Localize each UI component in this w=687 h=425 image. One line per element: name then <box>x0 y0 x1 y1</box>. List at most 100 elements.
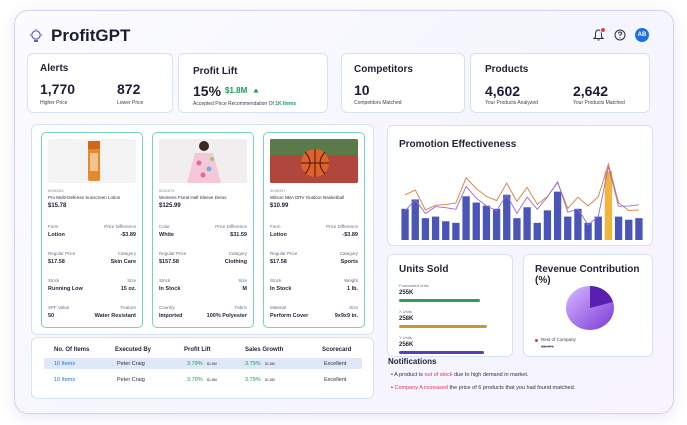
products-analyzed-label: Your Products Analyzed <box>485 100 538 106</box>
units-value: 258K <box>399 316 414 322</box>
column-header: Executed By <box>115 347 152 353</box>
field-value: In Stock <box>159 286 181 292</box>
product-card[interactable]: 8062876 Womens Floral Half Sleeve Dress … <box>152 132 254 328</box>
avatar[interactable]: AB <box>635 28 649 42</box>
promotion-bar[interactable] <box>553 191 562 240</box>
executions-table: No. Of Items Executed By Profit Lift Sal… <box>31 337 374 399</box>
field-label: Fabric <box>234 305 247 310</box>
promotion-bar[interactable] <box>604 171 613 240</box>
lightbulb-icon <box>29 29 43 42</box>
promotion-bar[interactable] <box>421 218 430 240</box>
lift-amt-cell: $1.8M <box>207 362 217 366</box>
field-value: -$3.89 <box>342 232 358 238</box>
help-icon[interactable] <box>613 28 627 42</box>
higher-price-label: Higher Price <box>40 100 68 106</box>
notification-item[interactable]: • Company A increased the price of 6 pro… <box>391 385 576 391</box>
profit-lift-title: Profit Lift <box>193 66 238 77</box>
product-card[interactable]: 8056284 Pro Multi-Defense Sunscreen Loti… <box>41 132 143 328</box>
promotion-bar[interactable] <box>482 205 491 240</box>
arrow-up-icon <box>253 88 259 93</box>
field-label: Size <box>349 305 358 310</box>
field-value: $17.58 <box>48 259 65 265</box>
product-id: 8062876 <box>159 188 175 193</box>
field-label: Category <box>339 251 358 256</box>
field-value: Clothing <box>224 259 247 265</box>
field-value: 50 <box>48 313 55 319</box>
promotion-bar[interactable] <box>442 221 450 240</box>
field-value: Perform Cover <box>270 313 309 319</box>
alerts-card[interactable]: Alerts 1,770 Higher Price 872 Lower Pric… <box>27 53 173 113</box>
competitors-label: Competitors Matched <box>354 100 402 106</box>
table-row[interactable]: 10 Items Peter Craig 3.79% $1.8M 3.79% $… <box>44 358 362 369</box>
promotion-bar[interactable] <box>574 208 582 240</box>
competitors-title: Competitors <box>354 64 413 75</box>
product-image <box>270 139 358 183</box>
promotion-bar[interactable] <box>431 216 440 240</box>
field-label: Size <box>238 278 247 283</box>
field-label: Stock <box>270 278 282 283</box>
units-label: Forecasted units <box>399 283 429 288</box>
promotion-bar[interactable] <box>543 210 552 240</box>
notification-badge <box>600 27 606 33</box>
promotion-bar[interactable] <box>513 218 521 240</box>
profit-lift-card[interactable]: Profit Lift 15% $1.8M Accepted Price Rec… <box>178 53 328 113</box>
field-label: Stock <box>159 278 171 283</box>
promotion-bar[interactable] <box>472 202 480 240</box>
products-analyzed-value: 4,602 <box>485 83 521 99</box>
field-value: Lotion <box>48 232 65 238</box>
promotion-bar[interactable] <box>523 207 531 240</box>
legend-dot <box>535 339 538 342</box>
promotion-bar[interactable] <box>625 219 633 240</box>
notification-item[interactable]: • A product is out of stock due to high … <box>391 372 529 378</box>
units-bar <box>399 299 481 302</box>
field-value: In Stock <box>270 286 292 292</box>
field-value: 9x9x9 in. <box>334 313 358 319</box>
legend-value: 66.4% <box>541 344 554 349</box>
revenue-card[interactable]: Revenue Contribution (%) Rest of Company… <box>523 254 653 357</box>
promotion-bar[interactable] <box>452 222 460 240</box>
bell-icon[interactable] <box>591 27 606 42</box>
units-value: 255K <box>399 290 414 296</box>
field-label: Price Difference <box>104 224 136 229</box>
product-price: $10.99 <box>270 203 289 209</box>
promotion-bar[interactable] <box>564 216 572 240</box>
table-row[interactable]: 10 Items Peter Craig 3.79% $1.8M 3.79% $… <box>44 374 362 385</box>
field-label: Category <box>228 251 247 256</box>
competitors-card[interactable]: Competitors 10 Competitors Matched <box>341 53 465 113</box>
units-bar <box>399 325 488 328</box>
product-image <box>48 139 136 183</box>
promotion-bar[interactable] <box>503 194 511 240</box>
profit-lift-caption: Accepted Price Recommendation Of 1K Item… <box>193 101 297 107</box>
promotion-bar[interactable] <box>594 216 602 240</box>
promotion-bar[interactable] <box>533 222 541 240</box>
units-label: X Units <box>399 309 412 314</box>
field-value: -$3.89 <box>120 232 136 238</box>
promotion-bar[interactable] <box>584 222 592 240</box>
units-sold-card[interactable]: Units Sold Forecasted units 255K X Units… <box>387 254 513 357</box>
promotion-bar[interactable] <box>614 216 623 240</box>
executed-by-cell: Peter Craig <box>117 361 145 367</box>
field-label: Price Difference <box>215 224 247 229</box>
competitors-value: 10 <box>354 82 370 98</box>
product-card[interactable]: 4058397 Wilson NBA DRV Outdoor Basketbal… <box>263 132 365 328</box>
trend-line-2 <box>404 166 639 226</box>
field-label: Regular Price <box>159 251 187 256</box>
promotion-bar[interactable] <box>492 208 501 240</box>
products-card[interactable]: Products 4,602 Your Products Analyzed 2,… <box>470 53 650 113</box>
score-cell: Excellent <box>324 377 347 383</box>
field-value: M <box>242 286 247 292</box>
promotion-card[interactable]: Promotion Effectiveness <box>387 125 653 246</box>
field-value: Sports <box>340 259 358 265</box>
promotion-bar[interactable] <box>462 196 470 240</box>
promotion-bar[interactable] <box>401 208 409 240</box>
product-id: 8056284 <box>48 188 64 193</box>
items-cell[interactable]: 10 Items <box>54 361 76 367</box>
lift-pct-cell: 3.79% <box>187 361 203 367</box>
promotion-bar[interactable] <box>635 218 643 240</box>
promotion-bar[interactable] <box>411 199 419 240</box>
field-value: $157.58 <box>159 259 179 265</box>
field-value: 100% Polyester <box>206 313 247 319</box>
score-cell: Excellent <box>324 361 347 367</box>
units-bar <box>399 351 485 354</box>
items-cell[interactable]: 10 Items <box>54 377 76 383</box>
